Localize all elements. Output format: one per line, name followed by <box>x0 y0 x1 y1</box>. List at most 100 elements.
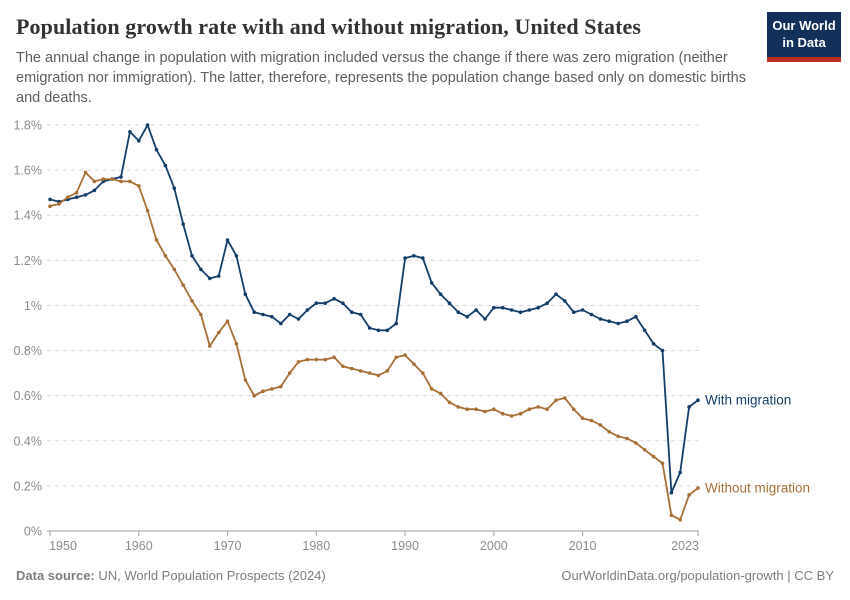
data-point-marker <box>536 305 540 310</box>
data-point-marker <box>429 281 434 285</box>
data-point-marker <box>243 292 248 297</box>
data-point-marker <box>474 407 478 412</box>
data-point-marker <box>660 348 665 353</box>
data-point-marker <box>216 274 221 278</box>
series-line <box>49 124 699 494</box>
data-point-marker <box>509 414 514 418</box>
data-point-marker <box>616 321 620 326</box>
series-label-with-migration: With migration <box>705 392 792 408</box>
data-point-marker <box>323 357 328 362</box>
data-point-marker <box>483 409 487 414</box>
data-point-marker <box>190 299 194 303</box>
data-point-marker <box>172 267 177 272</box>
data-point-marker <box>154 238 159 242</box>
data-point-marker <box>296 317 301 321</box>
owid-link[interactable]: OurWorldinData.org/population-growth | C… <box>561 568 834 583</box>
data-point-marker <box>385 369 390 373</box>
chart-footer: Data source: UN, World Population Prospe… <box>16 568 834 583</box>
data-point-marker <box>243 378 248 382</box>
data-point-marker <box>687 405 691 409</box>
data-point-marker <box>465 407 470 412</box>
data-point-marker <box>412 362 416 366</box>
data-point-marker <box>696 398 700 403</box>
data-point-marker <box>270 314 274 319</box>
data-point-marker <box>279 321 283 326</box>
data-point-marker <box>421 371 425 375</box>
data-point-marker <box>492 305 496 310</box>
data-point-marker <box>332 355 336 360</box>
data-point-marker <box>492 407 496 412</box>
owid-logo[interactable]: Our World in Data <box>767 12 841 62</box>
page-title: Population growth rate with and without … <box>16 14 642 39</box>
data-point-marker <box>279 384 283 389</box>
y-axis-tick-label: 0.6% <box>14 389 43 403</box>
data-point-marker <box>101 177 106 181</box>
data-point-marker <box>376 328 381 333</box>
x-axis-tick-label: 1990 <box>391 539 419 553</box>
data-point-marker <box>385 328 390 333</box>
data-point-marker <box>669 490 674 495</box>
data-point-marker <box>634 314 638 319</box>
data-point-marker <box>128 179 132 184</box>
data-point-marker <box>190 254 194 258</box>
data-point-marker <box>199 267 203 272</box>
data-point-marker <box>678 470 682 475</box>
data-point-marker <box>314 357 319 362</box>
data-point-marker <box>92 188 97 193</box>
data-point-marker <box>350 366 354 371</box>
data-point-marker <box>483 317 487 321</box>
data-point-marker <box>119 175 123 179</box>
data-point-marker <box>696 486 700 490</box>
data-point-marker <box>287 371 292 375</box>
data-point-marker <box>500 411 505 416</box>
y-axis-tick-label: 0.8% <box>14 344 43 358</box>
y-axis-tick-label: 0% <box>24 525 42 539</box>
data-point-marker <box>403 353 407 357</box>
data-point-marker <box>687 493 691 497</box>
data-point-marker <box>447 400 452 405</box>
data-source-text: UN, World Population Prospects (2024) <box>94 568 326 583</box>
data-point-marker <box>305 308 310 312</box>
data-point-marker <box>669 513 674 517</box>
data-point-marker <box>296 360 301 364</box>
data-point-marker <box>545 301 549 306</box>
data-source-label: Data source: <box>16 568 95 583</box>
data-point-marker <box>625 319 629 324</box>
data-point-marker <box>128 130 132 134</box>
x-axis-tick-label: 2023 <box>671 539 699 553</box>
data-point-marker <box>66 195 70 199</box>
data-point-marker <box>208 276 212 281</box>
data-point-marker <box>350 310 354 315</box>
data-point-marker <box>305 357 310 362</box>
data-point-marker <box>412 254 416 258</box>
data-point-marker <box>660 461 665 466</box>
data-point-marker <box>527 407 532 412</box>
y-axis-tick-label: 1% <box>24 299 42 313</box>
data-point-marker <box>580 416 585 421</box>
data-point-marker <box>509 308 514 312</box>
data-point-marker <box>571 407 576 412</box>
data-point-marker <box>438 391 443 396</box>
data-point-marker <box>234 254 239 258</box>
data-point-marker <box>172 186 177 190</box>
series-label-without-migration: Without migration <box>705 480 811 496</box>
owid-logo-line1: Our World <box>772 18 836 33</box>
data-point-marker <box>341 364 345 369</box>
data-point-marker <box>270 387 274 391</box>
data-point-marker <box>429 387 434 391</box>
x-axis-tick-label: 2000 <box>480 539 508 553</box>
x-axis-tick-label: 1960 <box>125 539 153 553</box>
data-point-marker <box>403 256 407 260</box>
data-point-marker <box>589 312 594 317</box>
data-point-marker <box>119 179 123 184</box>
data-point-marker <box>57 202 61 206</box>
data-point-marker <box>642 448 647 452</box>
data-point-marker <box>216 330 221 335</box>
data-point-marker <box>74 195 79 199</box>
data-point-marker <box>634 441 638 445</box>
x-axis-tick-label: 1970 <box>214 539 242 553</box>
data-point-marker <box>598 423 603 427</box>
data-point-marker <box>527 308 532 312</box>
data-point-marker <box>554 398 558 403</box>
